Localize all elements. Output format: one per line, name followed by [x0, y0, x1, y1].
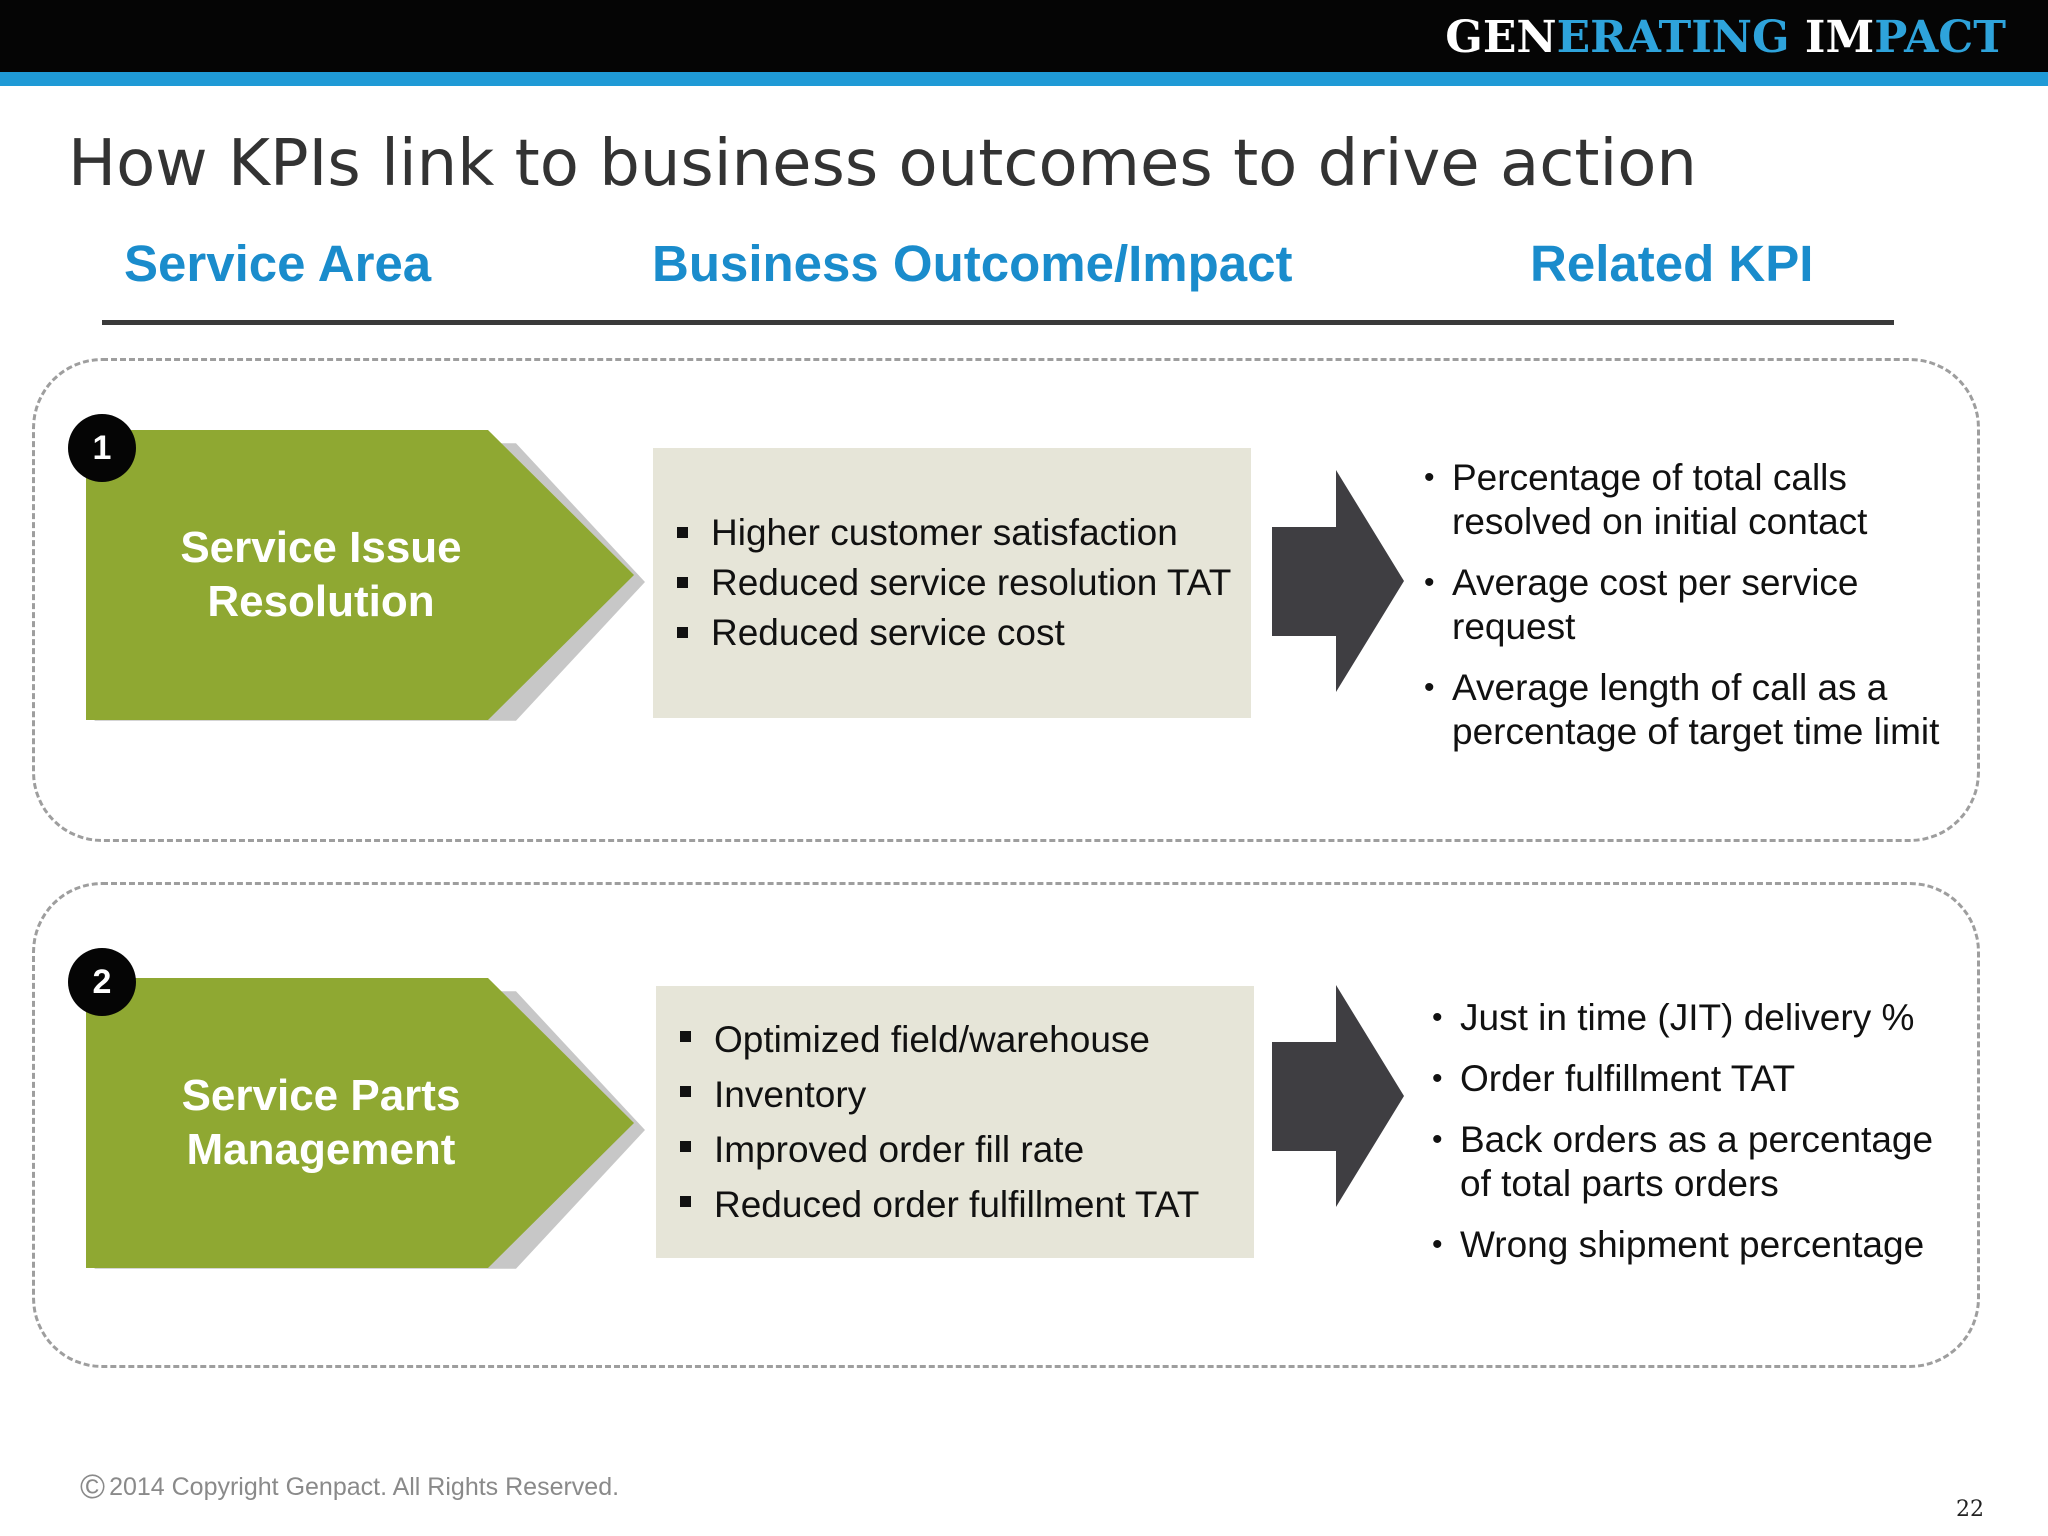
outcome-item: Improved order fill rate [676, 1122, 1254, 1177]
brand-part-2: ERATING [1556, 12, 1790, 63]
group-number-badge-1: 1 [68, 414, 136, 482]
outcome-item: Optimized field/warehouse [676, 1012, 1254, 1067]
outcome-item: Higher customer satisfaction [673, 508, 1251, 558]
column-header-business-outcome: Business Outcome/Impact [652, 235, 1293, 292]
column-header-related-kpi: Related KPI [1530, 235, 1814, 292]
page-number: 22 [1956, 1497, 1984, 1522]
copyright-icon: © [80, 1468, 106, 1506]
kpi-item: Average length of call as a percentage o… [1424, 666, 1944, 754]
group-frame-1 [32, 358, 1980, 842]
service-area-label-2: Service Parts Management [181, 1071, 461, 1174]
outcome-item: Reduced service resolution TAT [673, 558, 1251, 608]
header-bar: GENERATING IMPACT [0, 0, 2048, 72]
brand-part-3: IM [1789, 12, 1875, 63]
header-stripe [0, 72, 2048, 86]
column-header-service-area: Service Area [124, 235, 432, 292]
service-area-label-1: Service Issue Resolution [180, 523, 462, 626]
right-arrow-icon [1272, 470, 1404, 692]
kpi-list-2: Just in time (JIT) delivery % Order fulf… [1432, 996, 1972, 1284]
kpi-list-1: Percentage of total calls resolved on in… [1424, 456, 1944, 771]
kpi-item: Average cost per service request [1424, 561, 1944, 649]
brand-part-1: GEN [1445, 12, 1557, 63]
kpi-item: Wrong shipment percentage [1432, 1223, 1972, 1267]
service-area-shape-1: Service Issue Resolution [86, 430, 646, 721]
brand-part-4: PACT [1874, 12, 2006, 63]
service-area-shape-2: Service Parts Management [86, 978, 646, 1269]
area-chevron-1 [86, 430, 646, 721]
slide-title: How KPIs link to business outcomes to dr… [68, 127, 1697, 201]
kpi-item: Order fulfillment TAT [1432, 1057, 1972, 1101]
group-number-badge-2: 2 [68, 948, 136, 1016]
outcome-list-1: Higher customer satisfaction Reduced ser… [673, 508, 1251, 658]
copyright-text: 2014 Copyright Genpact. All Rights Reser… [109, 1473, 620, 1501]
outcome-item: Reduced service cost [673, 608, 1251, 658]
brand-logo: GENERATING IMPACT [1445, 10, 2006, 66]
kpi-item: Back orders as a percentage of total par… [1432, 1118, 1972, 1206]
outcome-item: Reduced order fulfillment TAT [676, 1177, 1254, 1232]
kpi-item: Percentage of total calls resolved on in… [1424, 456, 1944, 544]
outcome-box-1: Higher customer satisfaction Reduced ser… [653, 448, 1251, 718]
outcome-item: Inventory [676, 1067, 1254, 1122]
kpi-item: Just in time (JIT) delivery % [1432, 996, 1972, 1040]
area-chevron-2 [86, 978, 646, 1269]
right-arrow-icon [1272, 985, 1404, 1207]
header-divider [102, 320, 1894, 325]
footer-copyright: © 2014 Copyright Genpact. All Rights Rese… [80, 1470, 619, 1504]
outcome-box-2: Optimized field/warehouse Inventory Impr… [656, 986, 1254, 1258]
outcome-list-2: Optimized field/warehouse Inventory Impr… [676, 1012, 1254, 1232]
group-frame-2 [32, 882, 1980, 1368]
